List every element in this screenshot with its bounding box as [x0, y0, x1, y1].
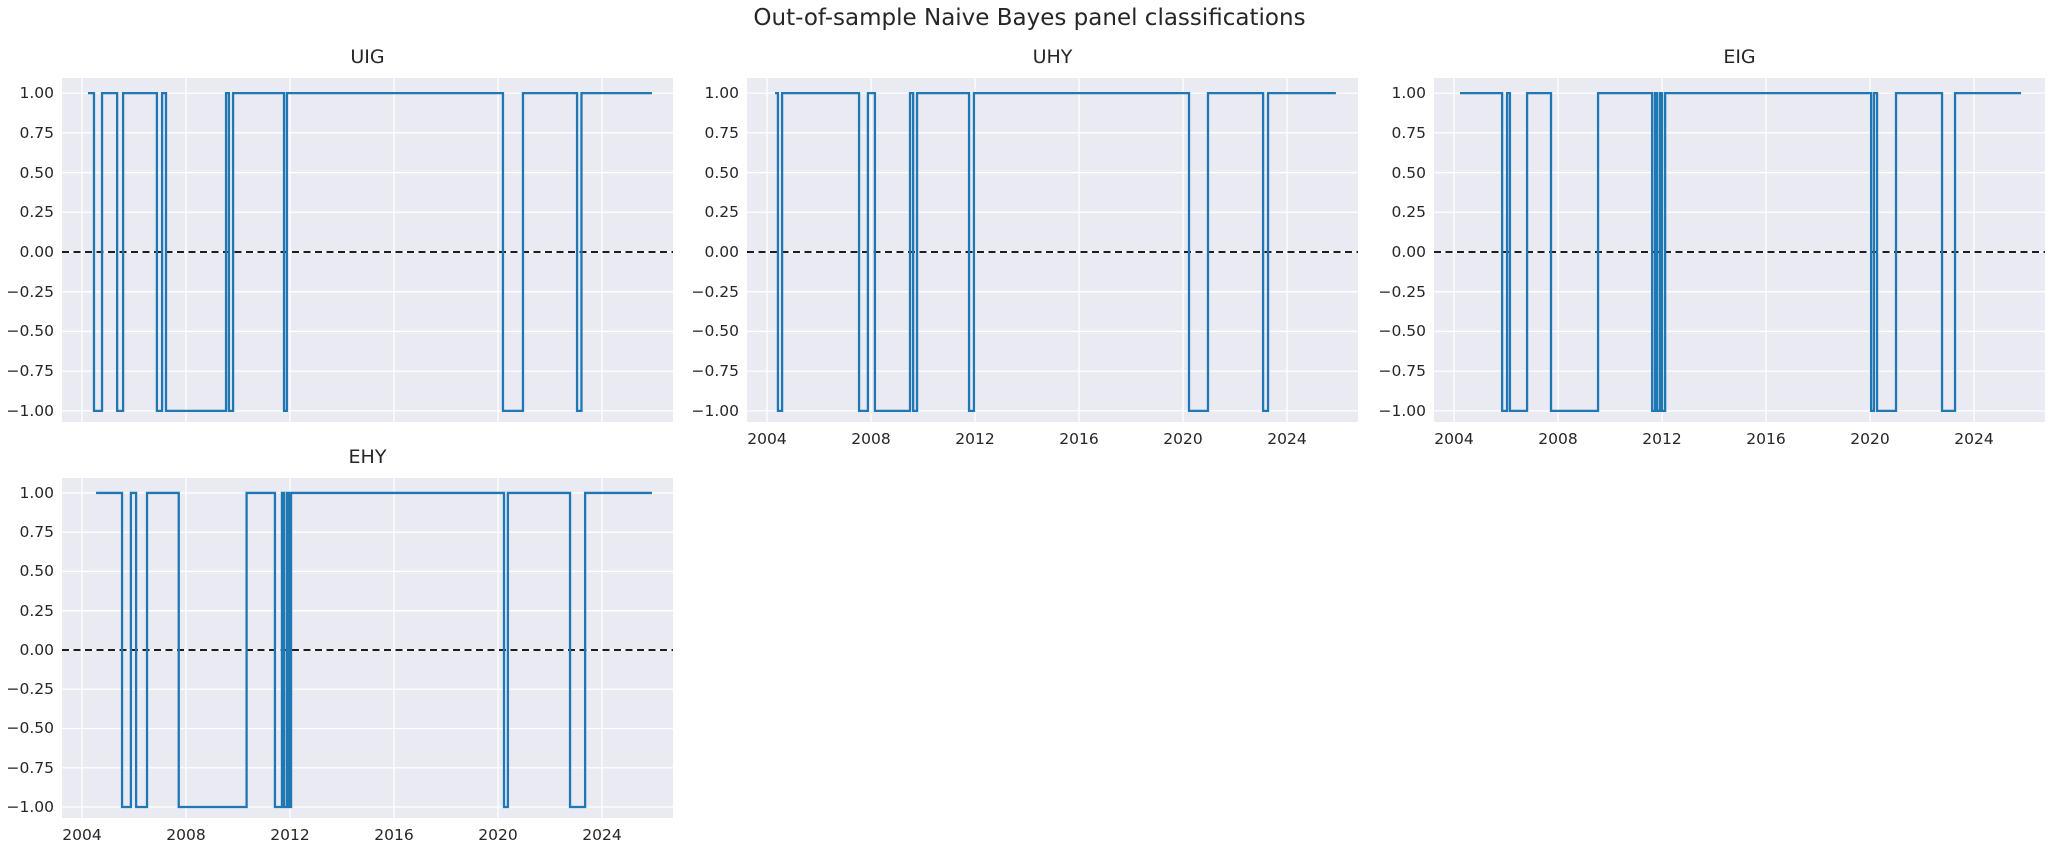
y-tick-label: −0.25 — [6, 282, 55, 301]
y-tick-label: 0.75 — [19, 123, 54, 142]
figure-suptitle: Out-of-sample Naive Bayes panel classifi… — [753, 5, 1306, 31]
x-tick-label: 2020 — [1163, 430, 1203, 448]
x-tick-label: 2004 — [747, 430, 787, 448]
y-tick-label: 0.50 — [704, 163, 739, 182]
x-tick-label: 2008 — [851, 430, 891, 448]
x-tick-label: 2012 — [955, 430, 995, 448]
y-tick-label: −0.75 — [691, 362, 740, 381]
y-tick-label: 1.00 — [704, 84, 739, 103]
x-tick-label: 2024 — [1954, 430, 1994, 448]
subplot-eig: EIG 1.00 0.75 0.50 0.25 0.00 −0.25 −0.50 −0.75 −… — [1379, 46, 2045, 448]
x-tick-label: 2004 — [62, 826, 102, 844]
x-tick-label: 2008 — [1538, 430, 1578, 448]
subplot-title-uhy: UHY — [1032, 46, 1073, 68]
y-tick-label: −1.00 — [6, 798, 55, 816]
x-tick-label: 2012 — [1642, 430, 1682, 448]
y-tick-label: 0.00 — [19, 242, 54, 261]
y-tick-label: 0.25 — [704, 203, 739, 222]
y-tick-label: −0.50 — [1378, 322, 1427, 341]
y-tick-label: −0.50 — [6, 322, 55, 341]
y-tick-label: −0.25 — [691, 282, 740, 301]
x-tick-label: 2020 — [1850, 430, 1890, 448]
classification-series-uhy — [775, 91, 1336, 413]
y-tick-label: −0.25 — [6, 680, 55, 699]
classification-series-ehy — [96, 491, 652, 809]
y-tick-label: 0.00 — [704, 242, 739, 261]
x-tick-label: 2024 — [1267, 430, 1307, 448]
subplot-uig: UIG 1.00 0.75 0.50 0.25 0.00 −0.25 −0.50 −0.75 −… — [7, 46, 673, 422]
y-tick-label: 1.00 — [19, 483, 54, 502]
y-tick-label: 0.25 — [1391, 203, 1426, 222]
y-tick-label: −0.25 — [1378, 282, 1427, 301]
subplot-title-uig: UIG — [350, 46, 385, 68]
x-tick-label: 2020 — [478, 826, 518, 844]
y-tick-label: 1.00 — [1391, 84, 1426, 103]
x-tick-label: 2016 — [374, 826, 414, 844]
y-tick-label: −1.00 — [691, 401, 740, 420]
y-tick-label: −0.75 — [6, 362, 55, 381]
axes-ehy — [62, 478, 673, 818]
axes-uhy — [747, 78, 1358, 422]
x-tick-label: 2008 — [166, 826, 206, 844]
y-tick-label: 0.25 — [19, 601, 54, 620]
y-tick-label: 0.75 — [19, 523, 54, 542]
plot-svg-uig — [62, 78, 673, 422]
plot-svg-ehy — [62, 478, 673, 818]
y-tick-label: 0.00 — [19, 640, 54, 659]
axes-eig — [1434, 78, 2045, 422]
plot-svg-uhy — [747, 78, 1358, 422]
y-tick-label: 0.00 — [1391, 242, 1426, 261]
subplot-ehy: EHY 1.00 0.75 0.50 0.25 0.00 −0.25 −0.50 −0.75 −… — [7, 446, 673, 844]
y-tick-label: 0.50 — [19, 163, 54, 182]
y-tick-label: 1.00 — [19, 84, 54, 103]
y-tick-label: −1.00 — [6, 401, 55, 420]
y-tick-label: 0.75 — [1391, 123, 1426, 142]
y-tick-label: 0.75 — [704, 123, 739, 142]
axes-uig — [62, 78, 673, 422]
x-tick-label: 2012 — [270, 826, 310, 844]
y-tick-label: −0.75 — [1378, 362, 1427, 381]
subplot-uhy: UHY 1.00 0.75 0.50 0.25 0.00 −0.25 −0.50 −0.75 −… — [692, 46, 1358, 448]
y-tick-label: 0.50 — [19, 562, 54, 581]
subplot-title-eig: EIG — [1723, 46, 1756, 68]
classification-series-eig — [1460, 91, 2022, 413]
x-tick-label: 2004 — [1434, 430, 1474, 448]
subplot-title-ehy: EHY — [348, 446, 387, 468]
y-tick-label: −0.50 — [691, 322, 740, 341]
y-tick-label: 0.25 — [19, 203, 54, 222]
x-tick-label: 2016 — [1746, 430, 1786, 448]
y-tick-label: 0.50 — [1391, 163, 1426, 182]
x-tick-label: 2024 — [582, 826, 622, 844]
y-tick-label: −0.75 — [6, 758, 55, 777]
x-tick-label: 2016 — [1059, 430, 1099, 448]
plot-svg-eig — [1434, 78, 2045, 422]
classification-series-uig — [88, 91, 652, 413]
y-tick-label: −1.00 — [1378, 401, 1427, 420]
y-tick-label: −0.50 — [6, 719, 55, 738]
